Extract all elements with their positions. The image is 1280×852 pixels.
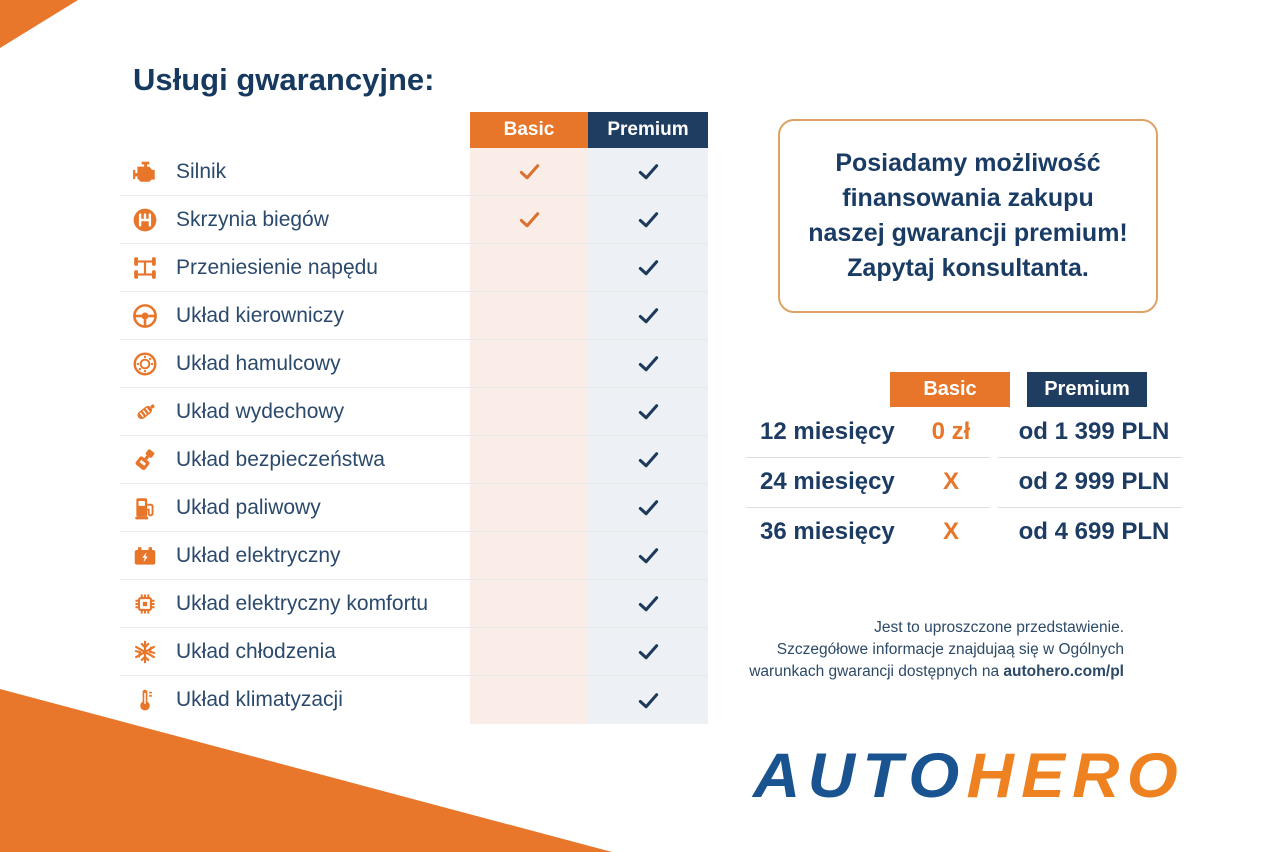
promo-line: Posiadamy możliwość [835,149,1101,177]
logo-hero-part: HERO [966,741,1185,811]
coverage-row-uklad-elektryczny: Układ elektryczny [120,532,708,580]
premium-check-icon [638,356,658,372]
premium-column-header: Premium [588,112,708,148]
coverage-row-uklad-paliwowy: Układ paliwowy [120,484,708,532]
row-label: Układ elektryczny komfortu [176,591,429,615]
premium-check-icon [638,212,658,228]
engine-icon [131,158,159,185]
fuel-pump-icon [131,494,159,521]
pricing-basic-header: Basic [890,372,1010,407]
premium-check-icon [638,404,658,420]
exhaust-icon [131,398,159,425]
coverage-row-przeniesienie-napedu: Przeniesienie napędu [120,244,708,292]
chip-icon [131,590,159,617]
battery-icon [131,542,159,569]
row-label: Silnik [176,159,227,183]
divider [998,507,1182,508]
disclaimer-line-2: Szczegółowe informacje znajdujaą się w O… [776,641,1124,658]
row-label: Układ hamulcowy [176,351,341,375]
row-label: Układ kierowniczy [176,303,345,327]
row-label: Układ wydechowy [176,399,345,423]
basic-price: X [942,468,959,495]
disclaimer-line-3: warunkach gwarancji dostępnych na autohe… [740,661,1124,683]
promo-line: finansowania zakupu [842,184,1094,212]
premium-check-icon [638,548,658,564]
premium-check-icon [638,644,658,660]
coverage-comparison-table: Basic Premium Silnik Skrzynia biegów [120,112,708,724]
coverage-row-uklad-chlodzenia: Układ chłodzenia [120,628,708,676]
premium-price: od 1 399 PLN [1018,418,1170,445]
row-label: Przeniesienie napędu [176,255,378,279]
pricing-row-12: 12 miesięcy 0 zł od 1 399 PLN [746,407,1182,457]
coverage-row-uklad-elektryczny-komfortu: Układ elektryczny komfortu [120,580,708,628]
divider [746,507,990,508]
divider [746,457,990,458]
row-label: Układ paliwowy [176,495,321,519]
basic-check-icon [519,164,539,180]
row-label: Układ elektryczny [176,543,341,567]
row-label: Skrzynia biegów [176,207,329,231]
disclaimer-line-3-text: warunkach gwarancji dostępnych na [749,663,1004,680]
premium-check-icon [638,596,658,612]
promo-line: Zapytaj konsultanta. [847,254,1089,282]
period-label: 36 miesięcy [760,518,895,545]
seatbelt-icon [131,446,159,473]
basic-check-icon [519,212,539,228]
pricing-row-24: 24 miesięcy X od 2 999 PLN [746,457,1182,507]
top-left-corner-decoration [0,0,78,48]
steering-wheel-icon [131,302,159,329]
premium-check-icon [638,452,658,468]
financing-promo-box: Posiadamy możliwość finansowania zakupu … [778,119,1158,313]
coverage-row-uklad-bezpieczenstwa: Układ bezpieczeństwa [120,436,708,484]
snowflake-icon [131,638,159,665]
premium-check-icon [638,500,658,516]
logo-auto-part: AUTO [753,741,967,811]
row-label: Układ klimatyzacji [176,688,343,711]
period-label: 12 miesięcy [760,418,895,445]
premium-check-icon [638,260,658,276]
premium-check-icon [638,164,658,180]
coverage-rows: Silnik Skrzynia biegów Przeniesienie nap… [120,148,708,724]
premium-check-icon [638,308,658,324]
coverage-row-uklad-wydechowy: Układ wydechowy [120,388,708,436]
drivetrain-icon [131,254,159,281]
premium-check-icon [638,692,658,708]
promo-line: naszej gwarancji premium! [808,219,1128,247]
row-label: Układ chłodzenia [176,639,336,663]
period-label: 24 miesięcy [760,468,895,495]
basic-column-background [470,148,588,724]
coverage-row-silnik: Silnik [120,148,708,196]
coverage-row-uklad-klimatyzacji: Układ klimatyzacji [120,676,708,724]
pricing-premium-header: Premium [1027,372,1147,407]
disclaimer-text: Jest to uproszczone przedstawienie. Szcz… [740,617,1124,683]
thermometer-icon [131,687,159,714]
gearbox-icon [131,206,159,233]
disclaimer-line-1: Jest to uproszczone przedstawienie. [874,619,1124,636]
basic-column-header: Basic [470,112,588,148]
coverage-row-uklad-hamulcowy: Układ hamulcowy [120,340,708,388]
page-title: Usługi gwarancyjne: [133,62,435,97]
coverage-row-skrzynia-biegow: Skrzynia biegów [120,196,708,244]
premium-price: od 2 999 PLN [1018,468,1170,495]
pricing-table: Basic Premium 12 miesięcy 0 zł od 1 399 … [746,372,1182,562]
basic-price: X [942,518,959,545]
pricing-rows: 12 miesięcy 0 zł od 1 399 PLN 24 miesięc… [746,407,1182,557]
autohero-url: autohero.com/pl [1003,663,1124,680]
basic-price: 0 zł [931,418,971,445]
pricing-row-36: 36 miesięcy X od 4 699 PLN [746,507,1182,557]
coverage-row-uklad-kierowniczy: Układ kierowniczy [120,292,708,340]
autohero-logo: AUTOHERO [753,740,1185,812]
divider [998,457,1182,458]
row-label: Układ bezpieczeństwa [176,447,385,471]
premium-column-background [588,148,708,724]
brake-disc-icon [131,350,159,377]
premium-price: od 4 699 PLN [1018,518,1170,545]
